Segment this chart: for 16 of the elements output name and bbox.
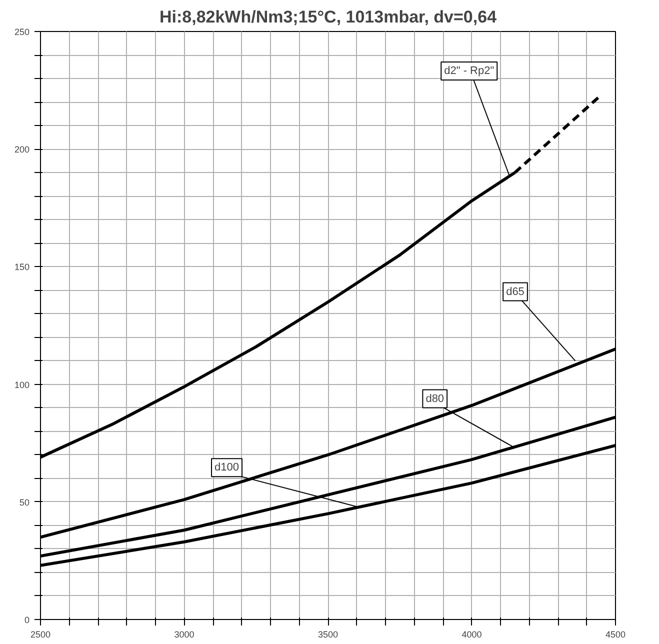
y-tick-label: 50 (19, 497, 30, 508)
x-tick-label: 3500 (318, 630, 338, 640)
y-tick-label: 100 (14, 380, 30, 390)
x-tick-label: 4500 (605, 630, 626, 640)
x-tick-label: 4000 (462, 630, 482, 640)
annotation: d2" - Rp2" (444, 64, 494, 77)
x-tick-label: 3000 (174, 630, 194, 640)
x-tick-label: 2500 (30, 630, 51, 640)
annotation: d65 (506, 286, 524, 298)
chart-title: Hi:8,82kWh/Nm3;15°C, 1013mbar, dv=0,64 (159, 8, 498, 26)
y-tick-label: 0 (24, 615, 30, 625)
y-tick-label: 150 (14, 262, 30, 272)
y-tick-label: 200 (14, 144, 30, 155)
annotation: d80 (426, 392, 444, 405)
annotation: d100 (214, 462, 239, 474)
y-tick-label: 250 (14, 27, 30, 37)
